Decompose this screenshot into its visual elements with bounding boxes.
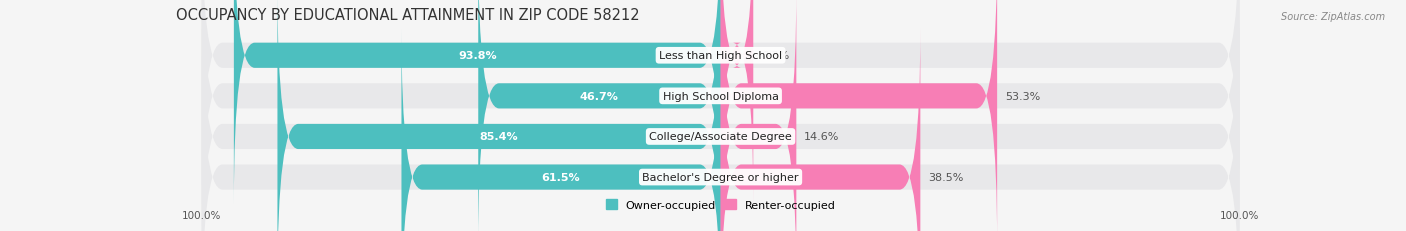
Text: Bachelor's Degree or higher: Bachelor's Degree or higher <box>643 172 799 182</box>
Text: 61.5%: 61.5% <box>541 172 581 182</box>
Text: 46.7%: 46.7% <box>581 91 619 101</box>
Text: 14.6%: 14.6% <box>804 132 839 142</box>
FancyBboxPatch shape <box>721 0 997 231</box>
FancyBboxPatch shape <box>277 0 721 231</box>
Text: 53.3%: 53.3% <box>1005 91 1040 101</box>
FancyBboxPatch shape <box>721 28 921 231</box>
Text: College/Associate Degree: College/Associate Degree <box>650 132 792 142</box>
FancyBboxPatch shape <box>721 0 754 205</box>
FancyBboxPatch shape <box>721 0 796 231</box>
Text: Source: ZipAtlas.com: Source: ZipAtlas.com <box>1281 12 1385 21</box>
Text: 93.8%: 93.8% <box>458 51 496 61</box>
Text: Less than High School: Less than High School <box>659 51 782 61</box>
FancyBboxPatch shape <box>201 0 1240 231</box>
FancyBboxPatch shape <box>478 0 721 231</box>
FancyBboxPatch shape <box>201 28 1240 231</box>
FancyBboxPatch shape <box>201 0 1240 205</box>
Text: 6.3%: 6.3% <box>761 51 789 61</box>
FancyBboxPatch shape <box>201 0 1240 231</box>
Text: OCCUPANCY BY EDUCATIONAL ATTAINMENT IN ZIP CODE 58212: OCCUPANCY BY EDUCATIONAL ATTAINMENT IN Z… <box>176 7 640 22</box>
FancyBboxPatch shape <box>233 0 721 205</box>
FancyBboxPatch shape <box>402 28 721 231</box>
Text: High School Diploma: High School Diploma <box>662 91 779 101</box>
Text: 38.5%: 38.5% <box>928 172 963 182</box>
Text: 85.4%: 85.4% <box>479 132 519 142</box>
Legend: Owner-occupied, Renter-occupied: Owner-occupied, Renter-occupied <box>602 195 839 214</box>
